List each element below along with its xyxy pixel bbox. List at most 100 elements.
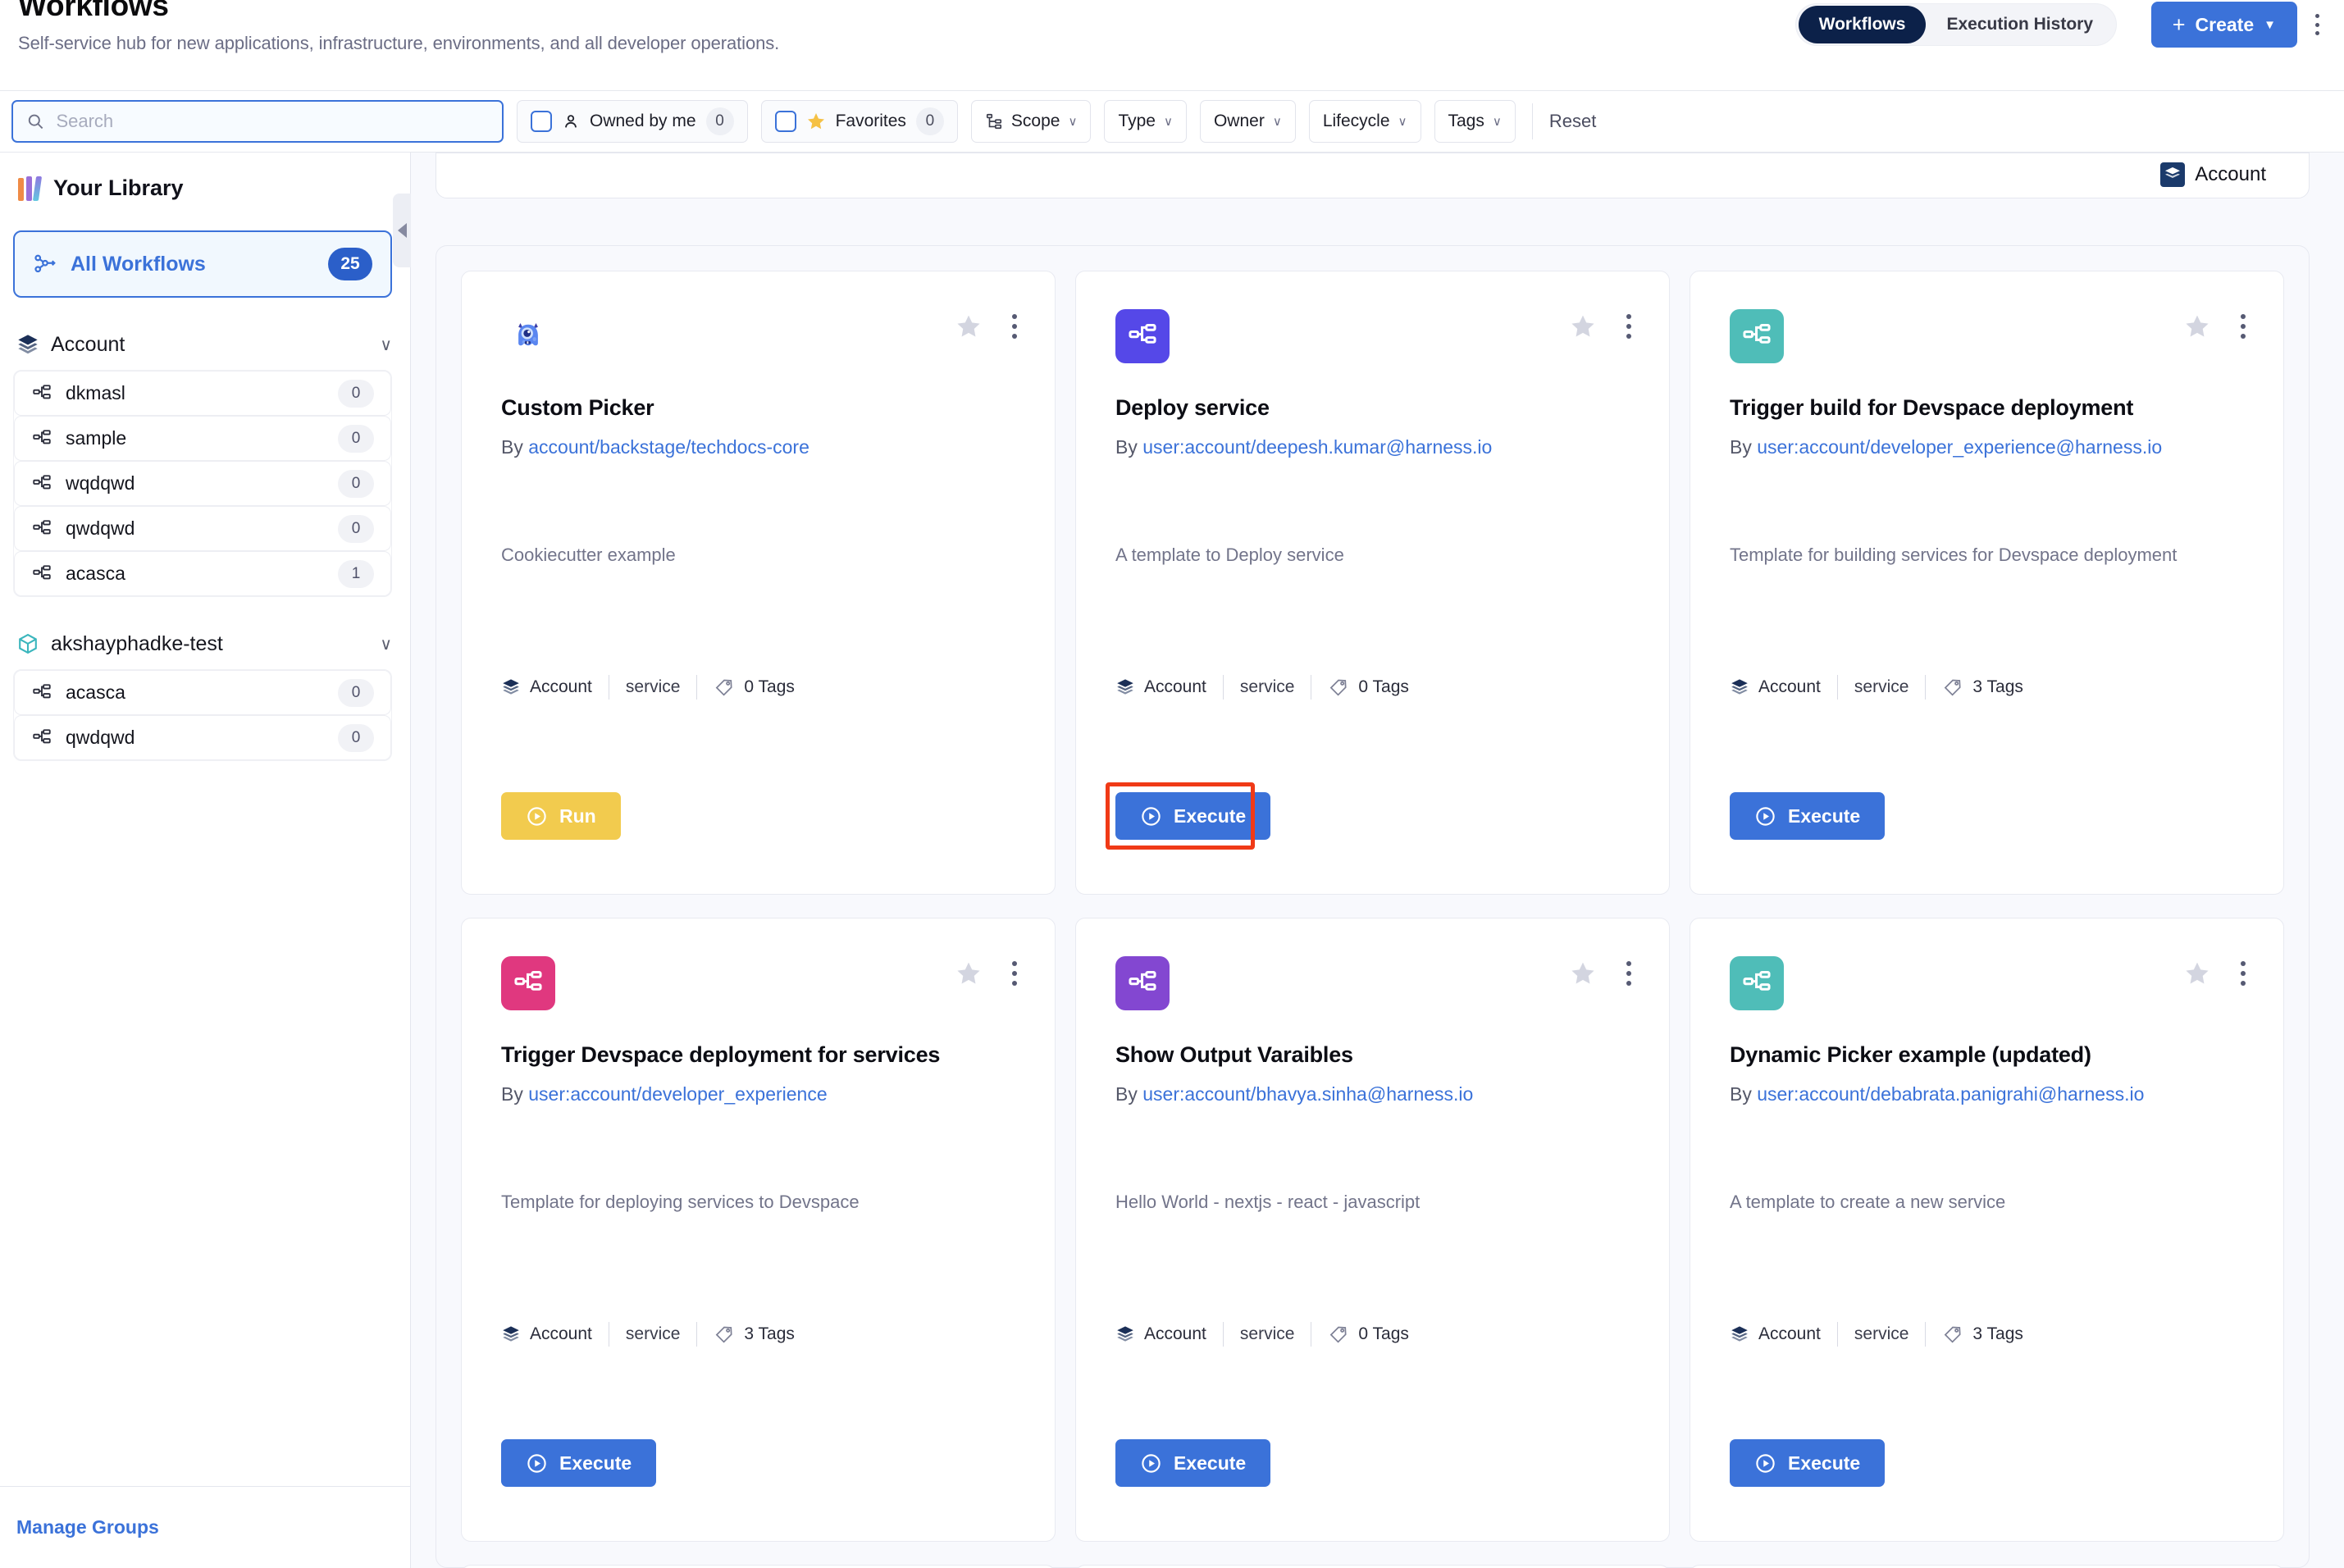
card-actions (2183, 312, 2254, 340)
filter-owner[interactable]: Owner ∨ (1199, 100, 1296, 143)
more-vertical-icon[interactable] (1618, 314, 1639, 339)
sidebar-item-wqdqwd[interactable]: wqdqwd 0 (14, 461, 391, 506)
sidebar-item-sample[interactable]: sample 0 (14, 416, 391, 461)
workflow-card[interactable]: Show Output Varaibles By user:account/bh… (1075, 918, 1670, 1542)
workflow-card-partial[interactable] (1075, 1565, 1670, 1568)
workflow-glyph-icon (1129, 324, 1156, 344)
card-author-link[interactable]: account/backstage/techdocs-core (528, 435, 809, 458)
sidebar-item-acasca[interactable]: acasca 1 (14, 551, 391, 596)
favorites-checkbox[interactable] (774, 111, 796, 132)
workflow-card-partial[interactable] (461, 1565, 1056, 1568)
divider (1925, 675, 1927, 700)
more-vertical-icon[interactable] (2232, 314, 2254, 339)
monster-mascot-icon (518, 322, 538, 346)
divider (1531, 103, 1533, 139)
tab-workflows[interactable]: Workflows (1798, 6, 1927, 43)
favorite-star-icon[interactable] (1569, 959, 1597, 987)
collapse-left-icon[interactable] (393, 194, 411, 267)
group-account-name: Account (51, 332, 125, 356)
card-action-button[interactable]: Execute (501, 1439, 657, 1487)
sidebar-item-all-workflows[interactable]: All Workflows 25 (13, 230, 392, 298)
favorite-star-icon[interactable] (2183, 959, 2211, 987)
all-workflows-count: 25 (328, 248, 372, 280)
card-action-button[interactable]: Run (501, 792, 621, 840)
card-action-button[interactable]: Execute (1115, 792, 1271, 840)
card-author-link[interactable]: user:account/bhavya.sinha@harness.io (1142, 1083, 1474, 1105)
chevron-down-icon: ∨ (1068, 115, 1078, 129)
workflow-card[interactable]: Deploy service By user:account/deepesh.k… (1075, 271, 1670, 895)
card-title: Trigger build for Devspace deployment (1730, 395, 2134, 420)
filter-lifecycle-label: Lifecycle (1322, 112, 1390, 130)
sidebar-item-acasca[interactable]: acasca 0 (14, 670, 391, 715)
create-button[interactable]: + Create ▼ (2150, 2, 2297, 48)
manage-groups-link[interactable]: Manage Groups (16, 1516, 159, 1538)
card-author-link[interactable]: user:account/developer_experience (528, 1083, 828, 1105)
card-action-button[interactable]: Execute (1115, 1439, 1271, 1487)
filter-favorites[interactable]: Favorites 0 (760, 100, 958, 143)
favorite-star-icon[interactable] (955, 312, 983, 340)
card-scope-label: Account (1758, 677, 1821, 696)
card-action-button[interactable]: Execute (1730, 792, 1886, 840)
sidebar-group-account[interactable]: Account ∨ (0, 319, 410, 370)
workflow-card[interactable]: Trigger Devspace deployment for services… (461, 918, 1056, 1542)
create-button-label: Create (2195, 13, 2255, 35)
page-title: Workflows (18, 0, 169, 22)
filter-type[interactable]: Type ∨ (1104, 100, 1187, 143)
sidebar-item-qwdqwd[interactable]: qwdqwd 0 (14, 506, 391, 551)
filter-lifecycle[interactable]: Lifecycle ∨ (1308, 100, 1421, 143)
card-author-prefix: By (501, 435, 529, 458)
reset-filters-link[interactable]: Reset (1548, 111, 1597, 131)
chevron-down-icon: ▼ (2264, 17, 2276, 32)
workflow-small-icon (33, 519, 51, 534)
tab-execution-history[interactable]: Execution History (1946, 15, 2093, 34)
play-icon (527, 1453, 546, 1473)
workflow-glyph-icon (1743, 324, 1771, 344)
sidebar-group-akshayphadke-test[interactable]: akshayphadke-test ∨ (0, 618, 410, 669)
layers-icon (18, 335, 38, 354)
more-vertical-icon[interactable] (1004, 961, 1025, 986)
card-author-prefix: By (1115, 1083, 1143, 1105)
sidebar-item-dkmasl[interactable]: dkmasl 0 (14, 371, 391, 416)
chevron-down-icon: ∨ (1272, 115, 1282, 129)
search-input[interactable] (56, 111, 489, 132)
favorites-label: Favorites (835, 112, 906, 130)
tag-icon (1945, 679, 1961, 696)
chevron-down-icon: ∨ (380, 635, 392, 654)
owned-by-me-checkbox[interactable] (531, 111, 552, 132)
card-scope: Account (1730, 677, 1821, 697)
partial-card-scope: Account (2160, 162, 2266, 187)
sidebar-item-qwdqwd[interactable]: qwdqwd 0 (14, 715, 391, 760)
card-author-link[interactable]: user:account/developer_experience@harnes… (1757, 435, 2163, 458)
workflow-glyph-icon (1743, 971, 1771, 991)
filter-owned-by-me[interactable]: Owned by me 0 (517, 100, 748, 143)
favorite-star-icon[interactable] (1569, 312, 1597, 340)
more-vertical-icon[interactable] (2305, 11, 2329, 38)
workflow-card[interactable]: Trigger build for Devspace deployment By… (1690, 271, 2284, 895)
more-vertical-icon[interactable] (1004, 314, 1025, 339)
workflow-card[interactable]: Dynamic Picker example (updated) By user… (1690, 918, 2284, 1542)
more-vertical-icon[interactable] (2232, 961, 2254, 986)
card-meta: Account service 0 Tags (1115, 1322, 1409, 1347)
filter-scope[interactable]: Scope ∨ (970, 100, 1092, 143)
card-icon (1730, 309, 1784, 363)
more-vertical-icon[interactable] (1618, 961, 1639, 986)
card-action-button[interactable]: Execute (1730, 1439, 1886, 1487)
favorite-star-icon[interactable] (955, 959, 983, 987)
workflow-card-partial[interactable] (1690, 1565, 2284, 1568)
card-tags-label: 3 Tags (1972, 1324, 2023, 1343)
sidebar-group-account-list: dkmasl 0 sample 0 wqdqwd 0 qwdqwd 0 acasca 1 (13, 370, 392, 597)
card-author-link[interactable]: user:account/deepesh.kumar@harness.io (1142, 435, 1493, 458)
workflow-glyph-icon (1129, 971, 1156, 991)
card-tags: 3 Tags (1942, 1324, 2023, 1345)
card-description: Template for building services for Devsp… (1730, 545, 2178, 565)
favorite-star-icon[interactable] (2183, 312, 2211, 340)
card-scope: Account (501, 1324, 592, 1344)
workflow-card[interactable]: Custom Picker By account/backstage/techd… (461, 271, 1056, 895)
card-actions (955, 312, 1025, 340)
card-author-link[interactable]: user:account/debabrata.panigrahi@harness… (1757, 1083, 2145, 1105)
card-author: By user:account/developer_experience (501, 1081, 1019, 1108)
workflow-grid: Custom Picker By account/backstage/techd… (461, 271, 2284, 1568)
filter-tags[interactable]: Tags ∨ (1434, 100, 1516, 143)
search-box[interactable] (11, 100, 504, 143)
card-author: By user:account/deepesh.kumar@harness.io (1115, 434, 1633, 461)
